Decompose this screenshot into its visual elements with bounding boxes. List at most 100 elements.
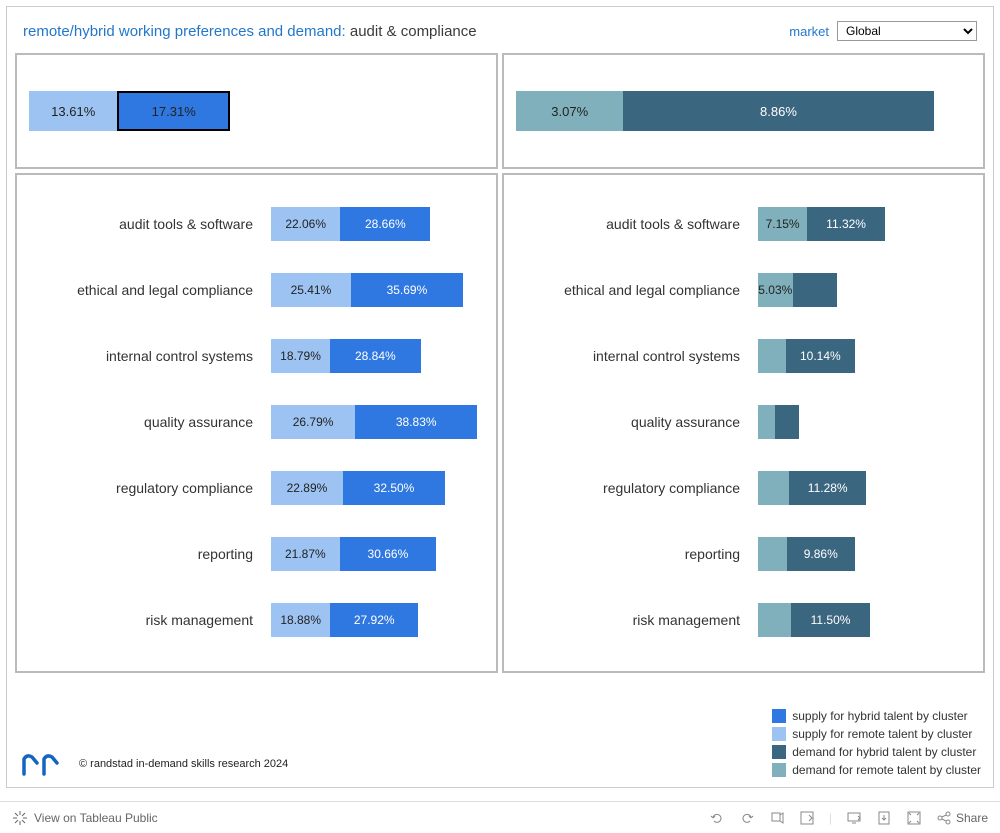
refresh-icon[interactable] bbox=[799, 810, 815, 826]
row-seg-remote[interactable]: 22.06% bbox=[271, 207, 340, 241]
view-on-public-label: View on Tableau Public bbox=[34, 811, 158, 825]
row-seg-remote[interactable]: 25.41% bbox=[271, 273, 351, 307]
row-seg-hybrid[interactable]: 10.14% bbox=[786, 339, 856, 373]
row-seg-remote[interactable] bbox=[758, 405, 775, 439]
legend-label: supply for remote talent by cluster bbox=[792, 725, 972, 743]
row-bar: 21.87%30.66% bbox=[271, 537, 482, 571]
row-label: quality assurance bbox=[31, 414, 271, 430]
row-seg-hybrid[interactable] bbox=[775, 405, 799, 439]
supply-hybrid-summary-seg[interactable]: 17.31% bbox=[117, 91, 230, 131]
list-row: reporting21.87%30.66% bbox=[31, 521, 482, 587]
demand-remote-summary-seg[interactable]: 3.07% bbox=[516, 91, 623, 131]
row-seg-hybrid[interactable]: 32.50% bbox=[343, 471, 445, 505]
supply-column: 13.61%17.31% audit tools & software22.06… bbox=[15, 53, 498, 673]
legend-label: supply for hybrid talent by cluster bbox=[792, 707, 967, 725]
legend: supply for hybrid talent by clustersuppl… bbox=[772, 707, 981, 779]
row-seg-remote[interactable]: 18.88% bbox=[271, 603, 330, 637]
row-bar: 5.03% bbox=[758, 273, 969, 307]
row-bar: 7.15%11.32% bbox=[758, 207, 969, 241]
toolbar-actions: | Share bbox=[709, 810, 988, 826]
view-on-public-button[interactable]: View on Tableau Public bbox=[12, 810, 158, 826]
row-seg-remote[interactable]: 21.87% bbox=[271, 537, 340, 571]
row-seg-hybrid[interactable]: 11.28% bbox=[789, 471, 867, 505]
row-bar: 11.50% bbox=[758, 603, 969, 637]
row-seg-hybrid[interactable]: 28.84% bbox=[330, 339, 421, 373]
credit-wrap: © randstad in-demand skills research 202… bbox=[19, 749, 288, 779]
market-select[interactable]: Global bbox=[837, 21, 977, 41]
row-label: regulatory compliance bbox=[31, 480, 271, 496]
legend-swatch bbox=[772, 745, 786, 759]
randstad-logo-icon bbox=[19, 749, 69, 779]
revert-icon[interactable] bbox=[769, 810, 785, 826]
legend-item[interactable]: demand for remote talent by cluster bbox=[772, 761, 981, 779]
list-row: regulatory compliance 11.28% bbox=[518, 455, 969, 521]
supply-list-panel: audit tools & software22.06%28.66%ethica… bbox=[15, 173, 498, 673]
row-seg-remote[interactable]: 18.79% bbox=[271, 339, 330, 373]
list-row: regulatory compliance22.89%32.50% bbox=[31, 455, 482, 521]
credit-text: © randstad in-demand skills research 202… bbox=[79, 758, 288, 770]
row-seg-hybrid[interactable]: 28.66% bbox=[340, 207, 430, 241]
row-seg-remote[interactable] bbox=[758, 339, 786, 373]
share-button[interactable]: Share bbox=[936, 810, 988, 826]
redo-icon[interactable] bbox=[739, 810, 755, 826]
supply-remote-summary-seg[interactable]: 13.61% bbox=[29, 91, 117, 131]
row-label: regulatory compliance bbox=[518, 480, 758, 496]
row-seg-hybrid[interactable]: 9.86% bbox=[787, 537, 855, 571]
row-bar bbox=[758, 405, 969, 439]
list-row: ethical and legal compliance25.41%35.69% bbox=[31, 257, 482, 323]
row-bar: 18.79%28.84% bbox=[271, 339, 482, 373]
legend-item[interactable]: demand for hybrid talent by cluster bbox=[772, 743, 981, 761]
undo-icon[interactable] bbox=[709, 810, 725, 826]
row-label: reporting bbox=[518, 546, 758, 562]
row-seg-hybrid[interactable]: 38.83% bbox=[355, 405, 477, 439]
legend-item[interactable]: supply for hybrid talent by cluster bbox=[772, 707, 981, 725]
row-seg-hybrid[interactable] bbox=[793, 273, 838, 307]
row-label: risk management bbox=[31, 612, 271, 628]
legend-swatch bbox=[772, 709, 786, 723]
list-row: reporting 9.86% bbox=[518, 521, 969, 587]
row-seg-hybrid[interactable]: 30.66% bbox=[340, 537, 436, 571]
list-row: risk management18.88%27.92% bbox=[31, 587, 482, 653]
row-seg-remote[interactable] bbox=[758, 537, 787, 571]
demand-column: 3.07%8.86% audit tools & software7.15%11… bbox=[502, 53, 985, 673]
title-link[interactable]: remote/hybrid working preferences and de… bbox=[23, 23, 346, 40]
footer: © randstad in-demand skills research 202… bbox=[19, 707, 981, 779]
row-label: quality assurance bbox=[518, 414, 758, 430]
row-seg-hybrid[interactable]: 27.92% bbox=[330, 603, 418, 637]
row-seg-remote[interactable]: 7.15% bbox=[758, 207, 807, 241]
fullscreen-icon[interactable] bbox=[906, 810, 922, 826]
list-row: audit tools & software22.06%28.66% bbox=[31, 191, 482, 257]
row-bar: 22.89%32.50% bbox=[271, 471, 482, 505]
row-seg-hybrid[interactable]: 11.50% bbox=[791, 603, 870, 637]
row-seg-remote[interactable] bbox=[758, 603, 791, 637]
row-seg-hybrid[interactable]: 35.69% bbox=[351, 273, 463, 307]
row-seg-remote[interactable]: 5.03% bbox=[758, 273, 793, 307]
row-seg-remote[interactable] bbox=[758, 471, 789, 505]
row-bar: 11.28% bbox=[758, 471, 969, 505]
row-bar: 18.88%27.92% bbox=[271, 603, 482, 637]
row-bar: 25.41%35.69% bbox=[271, 273, 482, 307]
row-seg-remote[interactable]: 26.79% bbox=[271, 405, 355, 439]
market-label: market bbox=[789, 24, 829, 39]
row-label: ethical and legal compliance bbox=[518, 282, 758, 298]
legend-label: demand for hybrid talent by cluster bbox=[792, 743, 976, 761]
device-icon[interactable] bbox=[846, 810, 862, 826]
list-row: quality assurance bbox=[518, 389, 969, 455]
legend-label: demand for remote talent by cluster bbox=[792, 761, 981, 779]
download-icon[interactable] bbox=[876, 810, 892, 826]
row-seg-hybrid[interactable]: 11.32% bbox=[807, 207, 885, 241]
row-label: reporting bbox=[31, 546, 271, 562]
list-row: internal control systems 10.14% bbox=[518, 323, 969, 389]
legend-swatch bbox=[772, 727, 786, 741]
share-icon bbox=[936, 810, 952, 826]
row-label: internal control systems bbox=[31, 348, 271, 364]
title-category: audit & compliance bbox=[346, 23, 477, 40]
legend-item[interactable]: supply for remote talent by cluster bbox=[772, 725, 981, 743]
row-seg-remote[interactable]: 22.89% bbox=[271, 471, 343, 505]
row-label: internal control systems bbox=[518, 348, 758, 364]
row-bar: 9.86% bbox=[758, 537, 969, 571]
panels: 13.61%17.31% audit tools & software22.06… bbox=[7, 53, 993, 673]
list-row: ethical and legal compliance5.03% bbox=[518, 257, 969, 323]
demand-hybrid-summary-seg[interactable]: 8.86% bbox=[623, 91, 933, 131]
row-label: audit tools & software bbox=[518, 216, 758, 232]
